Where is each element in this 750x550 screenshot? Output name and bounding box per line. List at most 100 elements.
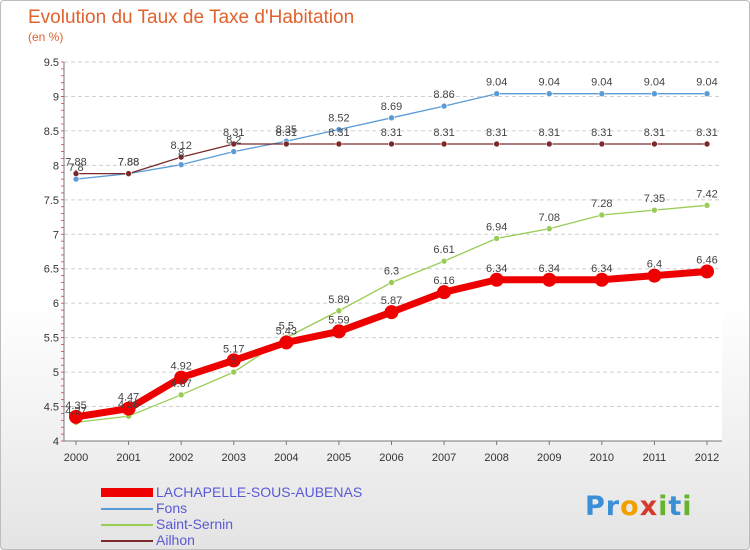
data-label: 4.47 [118, 392, 139, 404]
data-label: 9.04 [644, 77, 665, 89]
proxiti-logo: Proxiti [585, 491, 693, 522]
x-tick-label: 2001 [116, 452, 140, 464]
data-label: 5.17 [223, 343, 244, 355]
data-point [594, 272, 609, 287]
data-label: 8.31 [328, 127, 349, 139]
data-point [440, 102, 448, 110]
data-point [703, 140, 711, 148]
data-label: 9.04 [539, 77, 560, 89]
x-tick-label: 2002 [169, 452, 193, 464]
data-label: 8.31 [644, 127, 665, 139]
data-point [437, 285, 452, 300]
data-label: 7.88 [118, 157, 139, 169]
data-label: 8.69 [381, 101, 402, 113]
legend-label-ailhon: Ailhon [156, 532, 195, 548]
y-tick-label: 6 [53, 298, 59, 310]
x-tick-label: 2008 [484, 452, 508, 464]
data-label: 6.94 [486, 221, 507, 233]
data-label: 8.2 [226, 135, 241, 147]
legend-swatch-ailhon [101, 540, 153, 542]
logo-letter: i [682, 491, 693, 522]
data-point [493, 90, 500, 97]
data-label: 8.35 [276, 124, 297, 136]
logo-letter: r [605, 491, 621, 522]
logo-letter: i [658, 491, 669, 522]
x-tick-label: 2009 [537, 452, 561, 464]
data-point [542, 272, 557, 287]
data-label: 6.4 [647, 259, 662, 271]
data-label: 8.31 [276, 127, 297, 139]
data-label: 7.88 [118, 157, 139, 169]
data-point [493, 140, 500, 148]
logo-letter: t [668, 491, 683, 522]
legend-swatch-saint-sernin [101, 524, 153, 526]
data-label: 6.61 [433, 244, 454, 256]
legend-label-fons: Fons [156, 500, 188, 516]
data-label: 5 [231, 355, 237, 367]
data-label: 6.3 [384, 266, 399, 278]
data-point [545, 225, 553, 233]
data-point [545, 140, 553, 148]
data-label: 7.42 [696, 188, 717, 200]
legend-swatch-fons [101, 508, 153, 510]
data-point [177, 161, 185, 168]
data-point [335, 307, 343, 315]
data-point [177, 153, 185, 161]
x-tick-label: 2012 [695, 452, 719, 464]
data-label: 5.87 [381, 295, 402, 307]
data-label: 8.31 [591, 127, 612, 139]
data-point [651, 140, 658, 148]
x-tick-label: 2011 [643, 452, 667, 464]
y-tick-label: 7 [53, 229, 59, 241]
data-point [279, 335, 294, 350]
y-tick-label: 5.5 [44, 333, 59, 345]
data-point [440, 257, 448, 265]
data-point [384, 305, 399, 320]
data-point [598, 140, 606, 148]
data-point [545, 90, 553, 97]
data-label: 6.34 [539, 263, 560, 275]
chart-title: Evolution du Taux de Taxe d'Habitation [28, 7, 355, 28]
legend-swatch-lachapelle [101, 488, 153, 497]
legend-label-saint-sernin: Saint-Sernin [156, 516, 234, 532]
data-label: 7.88 [65, 157, 86, 169]
data-point [177, 391, 185, 399]
data-label: 4.36 [118, 399, 139, 411]
y-tick-label: 9 [53, 91, 59, 103]
legend-label-lachapelle: LACHAPELLE-SOUS-AUBENAS [156, 484, 363, 500]
data-label: 4.27 [65, 405, 86, 417]
data-point [440, 140, 448, 148]
data-point [230, 140, 238, 148]
data-point [598, 211, 606, 219]
logo-letter: o [620, 491, 640, 522]
y-tick-label: 4.5 [44, 402, 59, 414]
data-label: 5.59 [328, 314, 349, 326]
data-label: 4.92 [170, 361, 191, 373]
data-label: 9.04 [486, 77, 507, 89]
data-label: 4.35 [65, 400, 86, 412]
data-point [125, 170, 132, 177]
plot-area [64, 62, 722, 441]
data-label: 5.5 [279, 321, 294, 333]
data-point [69, 409, 83, 424]
data-label: 8.31 [486, 127, 507, 139]
data-label: 8 [178, 148, 184, 160]
data-label: 6.34 [486, 263, 507, 275]
data-label: 8.31 [223, 127, 244, 139]
x-tick-label: 2005 [327, 452, 351, 464]
logo-letter: x [639, 491, 659, 522]
x-tick-label: 2007 [432, 452, 456, 464]
data-point [388, 114, 395, 122]
chart-unit-label: (en %) [28, 30, 64, 44]
data-label: 7.35 [644, 193, 665, 205]
data-label: 8.12 [170, 140, 191, 152]
data-point [647, 268, 662, 283]
data-label: 8.31 [696, 127, 717, 139]
data-label: 5.43 [276, 325, 297, 337]
data-label: 9.04 [591, 77, 612, 89]
data-point [703, 202, 711, 209]
data-point [493, 235, 500, 242]
data-point [703, 90, 711, 97]
